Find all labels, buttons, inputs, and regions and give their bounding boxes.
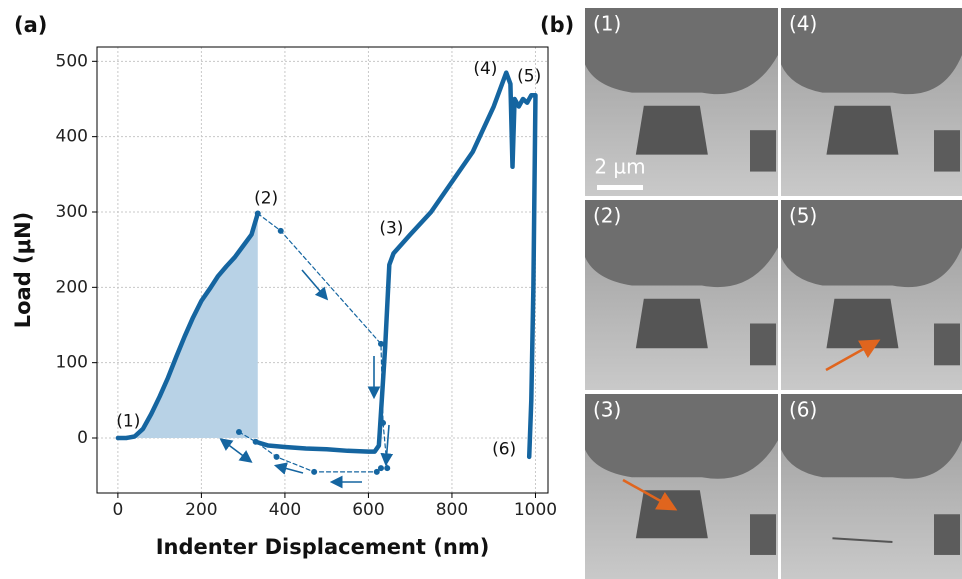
pillar (636, 106, 708, 155)
sem-image: (2) (585, 200, 778, 390)
point (378, 465, 384, 471)
image-label: (1) (593, 12, 621, 36)
x-tick-label: 1000 (514, 500, 557, 520)
y-tick-label: 0 (77, 428, 88, 448)
x-tick-label: 0 (112, 500, 123, 520)
point (253, 439, 259, 445)
y-tick-label: 400 (56, 127, 88, 147)
x-tick-label: 600 (352, 500, 384, 520)
sem-image: (4) (781, 8, 962, 196)
line (256, 73, 536, 457)
annotation: (5) (517, 66, 541, 86)
annotation: (3) (379, 219, 403, 239)
point (380, 420, 386, 426)
image-label: (4) (789, 12, 817, 36)
figure: (a) (b) 0 100 200 300 400 500 0 200 400 600 800 100… (0, 0, 962, 579)
annotation: (2) (254, 188, 278, 208)
point (384, 465, 390, 471)
sem-image: (6) (781, 394, 962, 579)
pillar (826, 299, 898, 348)
image-label: (3) (593, 398, 621, 422)
image-label: (5) (789, 204, 817, 228)
x-axis-label: Indenter Displacement (nm) (156, 535, 490, 559)
neighbor-pillar (750, 514, 776, 555)
panel-label: (a) (14, 13, 47, 37)
x-tick-label: 800 (436, 500, 468, 520)
pillar (636, 299, 708, 348)
sem-image: (5) (781, 200, 962, 390)
annotation: (1) (116, 411, 140, 431)
point (311, 469, 317, 475)
y-tick-label: 100 (56, 353, 88, 373)
point (236, 429, 242, 435)
pillar (636, 490, 708, 538)
image-label: (2) (593, 204, 621, 228)
x-tick-label: 400 (269, 500, 301, 520)
sem-image: (3) (585, 394, 778, 579)
point (255, 210, 261, 216)
annotation: (4) (473, 59, 497, 79)
neighbor-pillar (934, 130, 960, 171)
panel-label: (b) (540, 13, 574, 37)
y-tick-label: 200 (56, 277, 88, 297)
point (278, 228, 284, 234)
point (378, 341, 384, 347)
neighbor-pillar (750, 130, 776, 171)
sem-image: (1) 2 µm (585, 8, 778, 196)
annotation: (6) (492, 439, 516, 459)
line (258, 213, 387, 468)
neighbor-pillar (934, 514, 960, 555)
scale-bar (597, 185, 643, 190)
y-tick-label: 300 (56, 202, 88, 222)
scale-bar-label: 2 µm (594, 155, 645, 179)
x-tick-label: 200 (185, 500, 217, 520)
pillar (826, 106, 898, 155)
point (274, 454, 280, 460)
image-label: (6) (789, 398, 817, 422)
neighbor-pillar (750, 324, 776, 366)
neighbor-pillar (934, 324, 960, 366)
y-tick-label: 500 (56, 51, 88, 71)
y-axis-label: Load (μN) (11, 212, 35, 329)
